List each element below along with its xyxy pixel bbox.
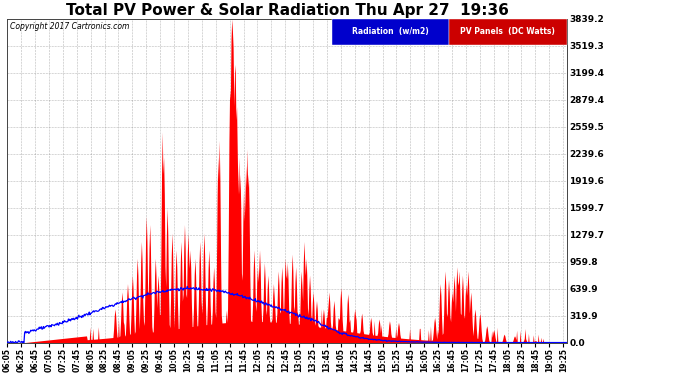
Text: Radiation  (w/m2): Radiation (w/m2) bbox=[352, 27, 428, 36]
Title: Total PV Power & Solar Radiation Thu Apr 27  19:36: Total PV Power & Solar Radiation Thu Apr… bbox=[66, 3, 509, 18]
Text: Copyright 2017 Cartronics.com: Copyright 2017 Cartronics.com bbox=[10, 22, 130, 31]
FancyBboxPatch shape bbox=[449, 19, 566, 45]
Text: PV Panels  (DC Watts): PV Panels (DC Watts) bbox=[460, 27, 555, 36]
FancyBboxPatch shape bbox=[332, 19, 449, 45]
